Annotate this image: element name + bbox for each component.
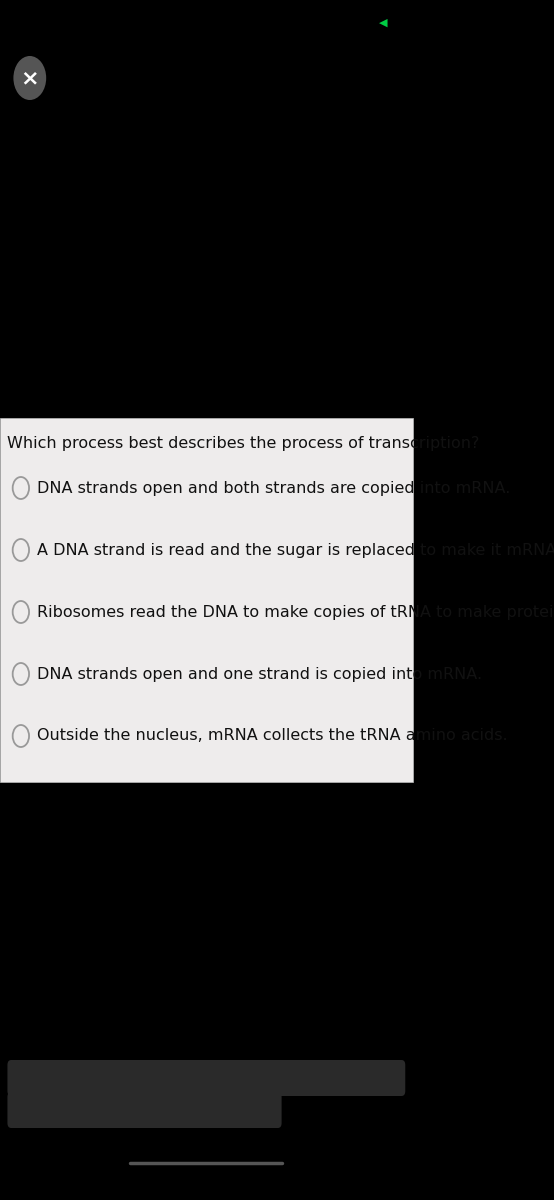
- Text: Ribosomes read the DNA to make copies of tRNA to make protein.: Ribosomes read the DNA to make copies of…: [37, 605, 554, 619]
- Text: Outside the nucleus, mRNA collects the tRNA amino acids.: Outside the nucleus, mRNA collects the t…: [37, 728, 508, 744]
- FancyBboxPatch shape: [7, 1060, 406, 1096]
- Text: DNA strands open and one strand is copied into mRNA.: DNA strands open and one strand is copie…: [37, 666, 483, 682]
- Text: DNA strands open and both strands are copied into mRNA.: DNA strands open and both strands are co…: [37, 480, 511, 496]
- Text: ×: ×: [20, 68, 39, 88]
- Circle shape: [13, 56, 46, 100]
- Text: A DNA strand is read and the sugar is replaced to make it mRNA.: A DNA strand is read and the sugar is re…: [37, 542, 554, 558]
- Text: ◀: ◀: [379, 18, 388, 28]
- FancyBboxPatch shape: [7, 1092, 281, 1128]
- Text: Which process best describes the process of transcription?: Which process best describes the process…: [7, 436, 480, 451]
- FancyBboxPatch shape: [0, 418, 413, 782]
